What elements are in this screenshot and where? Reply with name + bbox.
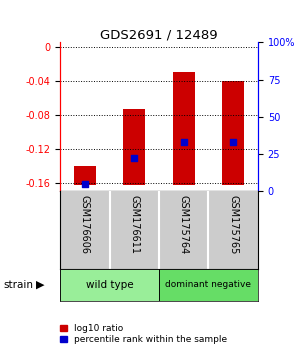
Text: dominant negative: dominant negative (166, 280, 251, 290)
Text: GSM176611: GSM176611 (129, 195, 139, 254)
Text: ▶: ▶ (36, 280, 44, 290)
Bar (60, 269, 159, 301)
Point (181, 139, 186, 145)
Bar (123, 109, 146, 185)
Text: GSM175765: GSM175765 (228, 195, 238, 255)
Point (82, 181, 87, 187)
Bar (222, 81, 244, 185)
Text: wild type: wild type (86, 280, 133, 290)
Point (231, 139, 236, 145)
Bar (74, 166, 96, 185)
Title: GDS2691 / 12489: GDS2691 / 12489 (100, 28, 218, 41)
Text: GSM176606: GSM176606 (80, 195, 90, 254)
Point (132, 156, 137, 161)
Text: strain: strain (3, 280, 33, 290)
Text: GSM175764: GSM175764 (179, 195, 189, 254)
Bar (159, 269, 258, 301)
Bar (172, 72, 195, 185)
Legend: log10 ratio, percentile rank within the sample: log10 ratio, percentile rank within the … (58, 322, 229, 346)
